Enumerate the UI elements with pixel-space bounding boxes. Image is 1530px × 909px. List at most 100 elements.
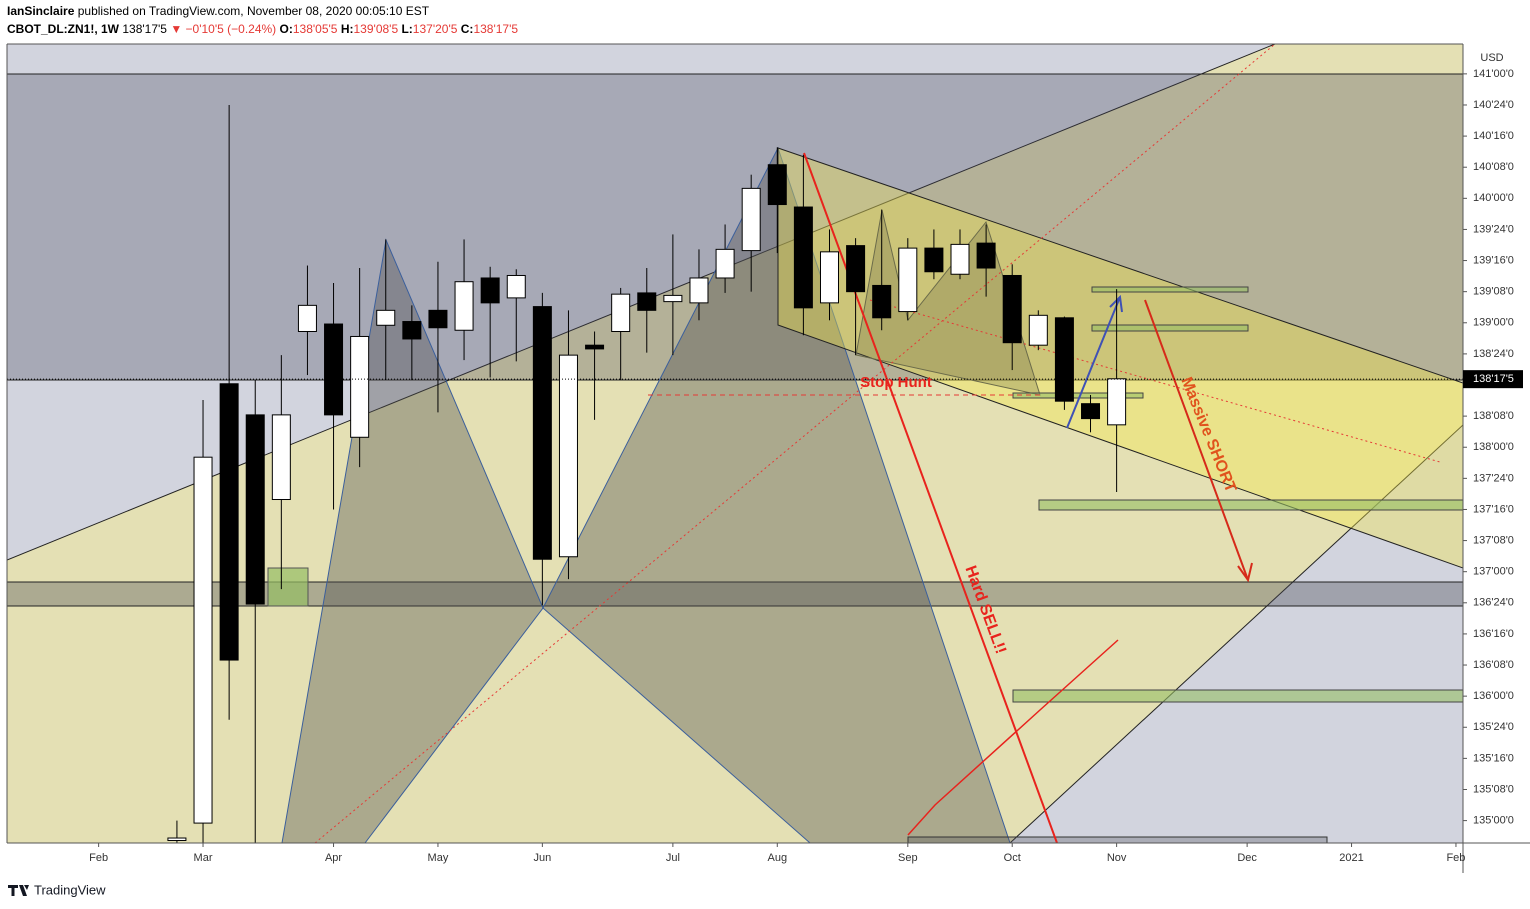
y-tick-label: 138'00'0: [1473, 441, 1514, 453]
y-tick-label: 139'08'0: [1473, 286, 1514, 298]
candle-body: [819, 251, 839, 304]
candle-body: [402, 321, 422, 340]
y-tick-label: 136'24'0: [1473, 597, 1514, 609]
y-tick-label: 135'00'0: [1473, 815, 1514, 827]
x-tick-label: Feb: [89, 852, 108, 864]
brand: TradingView: [34, 882, 106, 897]
y-tick-label: 140'00'0: [1473, 192, 1514, 204]
rising-channel: [7, 44, 1463, 843]
zone: [1091, 286, 1249, 293]
dotted-line: [314, 44, 1276, 843]
x-tick-label: Nov: [1107, 852, 1127, 864]
candle-body: [950, 243, 970, 275]
candle-body: [611, 293, 631, 332]
author: IanSinclaire: [7, 4, 75, 18]
y-tick-label: 135'08'0: [1473, 783, 1514, 795]
drawings: Stop Hunt Hard SELL!! Massive SHORT: [7, 44, 1463, 843]
annotation: Stop Hunt: [860, 374, 932, 391]
y-tick-label: 140'24'0: [1473, 99, 1514, 111]
candle-body: [872, 284, 892, 319]
last: 138'17'5: [122, 22, 167, 36]
candle-body: [741, 187, 761, 252]
x-tick-label: May: [428, 852, 449, 864]
y-tick-label: 135'24'0: [1473, 721, 1514, 733]
c-val: 138'17'5: [473, 22, 518, 36]
logo: [8, 885, 29, 896]
h-val: 139'08'5: [354, 22, 399, 36]
candle-body: [1028, 314, 1048, 346]
y-tick-label: 136'08'0: [1473, 659, 1514, 671]
zone: [267, 567, 309, 607]
candle-body: [689, 277, 709, 304]
candles: [7, 104, 1463, 843]
candle-body: [428, 309, 448, 329]
x-tick-label: Aug: [767, 852, 787, 864]
candle-body: [924, 247, 944, 273]
y-tick-label: 137'16'0: [1473, 503, 1514, 515]
o-key: O:: [280, 22, 293, 36]
axes: 141'00'0 140'24'0 140'16'0 140'08'0 140'00'0…: [89, 68, 1523, 864]
candle-body: [585, 344, 605, 350]
candle-body: [1081, 403, 1101, 420]
y-tick-label: 139'24'0: [1473, 223, 1514, 235]
candle-body: [167, 837, 187, 842]
candle-body: [976, 242, 996, 269]
x-tick-label: Apr: [325, 852, 342, 864]
x-tick-label: Dec: [1237, 852, 1257, 864]
y-tick-label: 139'16'0: [1473, 254, 1514, 266]
y-tick-label: 140'16'0: [1473, 130, 1514, 142]
last-price-label: 138'17'5: [1473, 373, 1514, 385]
blue-arrow: [1066, 296, 1121, 429]
y-tick-label: 139'00'0: [1473, 317, 1514, 329]
symbol: CBOT_DL:ZN1!, 1W: [7, 22, 120, 36]
x-tick-label: Oct: [1004, 852, 1021, 864]
zone: [1091, 324, 1249, 332]
zone: [1038, 499, 1463, 511]
y-tick-label: 137'08'0: [1473, 534, 1514, 546]
candle-body: [532, 306, 552, 560]
change: ▼ −0'10'5 (−0.24%): [170, 22, 276, 36]
falling-channel: [777, 147, 1463, 569]
candle-body: [324, 323, 344, 416]
y-tick-label: 141'00'0: [1473, 68, 1514, 80]
y-tick-label: 135'16'0: [1473, 752, 1514, 764]
candle-body: [506, 274, 526, 299]
candle-body: [376, 309, 396, 326]
arrow-head: [1237, 562, 1253, 583]
y-tick-label: 136'00'0: [1473, 690, 1514, 702]
candle-body: [1002, 274, 1022, 344]
y-tick-label: 136'16'0: [1473, 628, 1514, 640]
x-tick-label: Sep: [898, 852, 918, 864]
candle-body: [846, 245, 866, 293]
x-tick-label: Mar: [194, 852, 213, 864]
y-tick-label: 140'08'0: [1473, 161, 1514, 173]
candle-body: [245, 414, 265, 605]
candle-body: [219, 383, 239, 661]
red-line: [907, 639, 1119, 836]
candle-body: [663, 294, 683, 303]
candle-body: [793, 206, 813, 309]
candle-body: [1107, 378, 1127, 426]
o-val: 138'05'5: [293, 22, 338, 36]
candle-body: [898, 247, 918, 313]
currency: USD: [1480, 52, 1503, 64]
candle-body: [297, 304, 317, 332]
y-tick-label: 138'24'0: [1473, 348, 1514, 360]
header-line: IanSinclaire published on TradingView.co…: [7, 4, 430, 18]
l-key: L:: [401, 22, 412, 36]
candle-body: [350, 335, 370, 438]
candle-body: [715, 248, 735, 279]
short-arrow: [1144, 299, 1249, 581]
candle-body: [558, 354, 578, 558]
arrow-head: [1109, 294, 1123, 313]
published: published on TradingView.com, November 0…: [78, 4, 430, 18]
c-key: C:: [461, 22, 474, 36]
y-tick-label: 137'00'0: [1473, 566, 1514, 578]
candle-body: [454, 281, 474, 331]
x-tick-label: Jun: [533, 852, 551, 864]
candle-body: [193, 456, 213, 824]
zone: [1012, 689, 1463, 703]
y-tick-label: 138'08'0: [1473, 410, 1514, 422]
zone: [907, 836, 1328, 843]
